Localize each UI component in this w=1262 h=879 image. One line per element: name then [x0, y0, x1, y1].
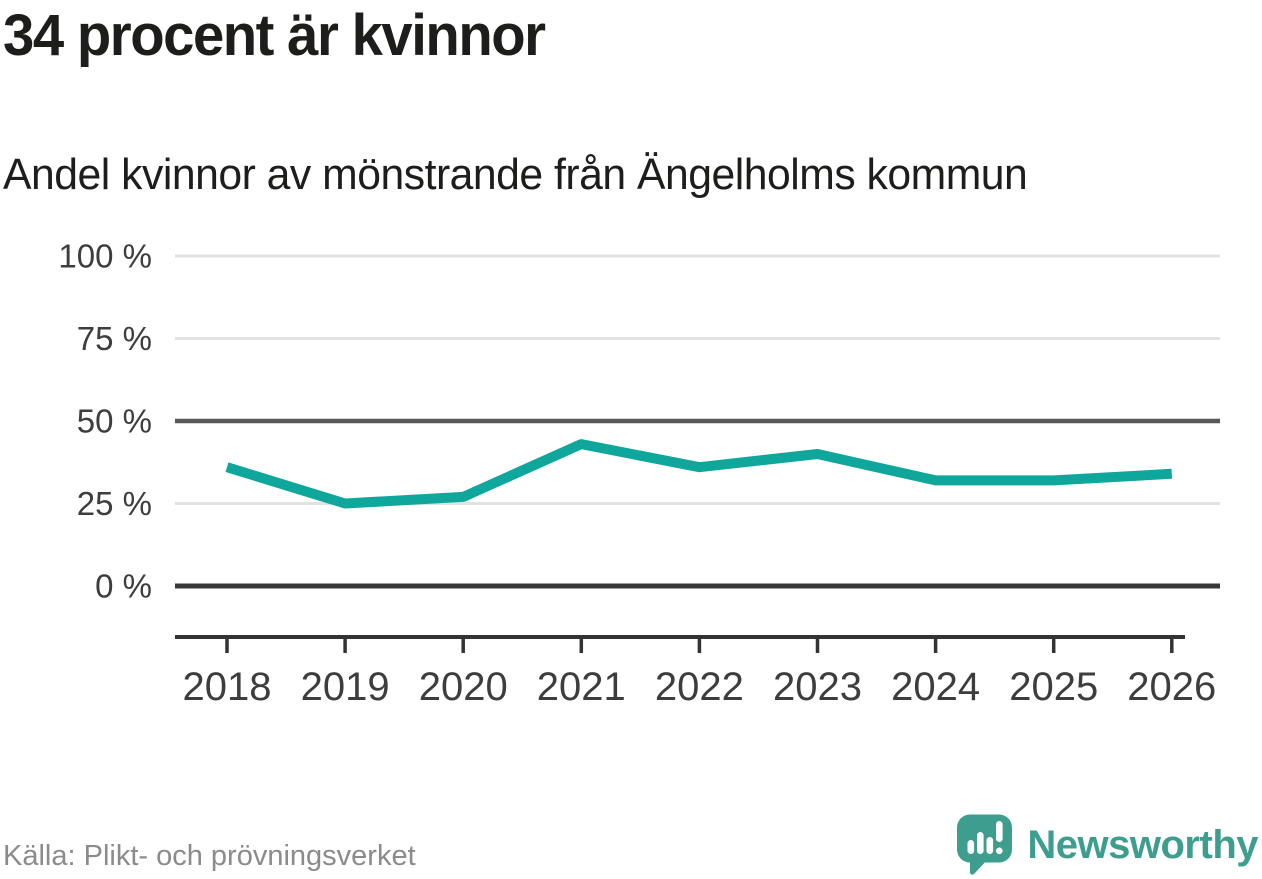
- x-tick-label: 2019: [301, 665, 390, 709]
- newsworthy-logo: Newsworthy: [956, 814, 1258, 877]
- y-tick-label: 100 %: [58, 238, 152, 275]
- x-tick-label: 2020: [419, 665, 508, 709]
- chart-title: 34 procent är kvinnor: [3, 3, 546, 68]
- x-tick-label: 2024: [891, 665, 980, 709]
- y-tick-label: 0 %: [95, 568, 152, 605]
- x-tick-label: 2025: [1009, 665, 1098, 709]
- speech-bubble-tail: [970, 858, 990, 875]
- newsworthy-logo-text: Newsworthy: [1027, 823, 1258, 867]
- x-tick-label: 2018: [183, 665, 272, 709]
- x-tick-label: 2021: [537, 665, 626, 709]
- y-tick-label: 25 %: [77, 485, 152, 522]
- bar-icon-short: [967, 840, 975, 854]
- x-tick-label: 2023: [773, 665, 862, 709]
- line-chart: 100 % 75 % 50 % 25 % 0 % 2018 2019 2020 2021 2022…: [58, 238, 1220, 709]
- x-tick-label: 2026: [1127, 665, 1216, 709]
- y-tick-label: 75 %: [77, 320, 152, 357]
- exclamation-dot-icon: [996, 847, 1003, 855]
- x-tick-label: 2022: [655, 665, 744, 709]
- bar-icon-medium: [986, 837, 994, 854]
- exclamation-bar-icon: [996, 821, 1003, 842]
- y-tick-label: 50 %: [77, 403, 152, 440]
- bar-icon-tall: [977, 832, 984, 854]
- source-note: Källa: Plikt- och prövningsverket: [3, 840, 416, 872]
- newsworthy-bubble-chart-icon: [957, 814, 1013, 875]
- data-line-andel-kvinnor-av-mönstrande: [225, 439, 1173, 509]
- speech-bubble-shape: [957, 814, 1013, 863]
- chart-subtitle: Andel kvinnor av mönstrande från Ängelho…: [3, 150, 1028, 199]
